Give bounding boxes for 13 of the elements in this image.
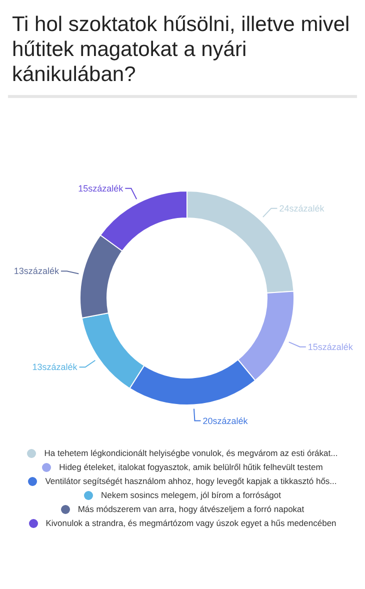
data-label: 24százalék	[279, 203, 325, 214]
legend-label: Hideg ételeket, italokat fogyasztok, amik belülről hűtik felhevült testem	[59, 462, 323, 472]
data-label: 15százalék	[78, 183, 124, 194]
chart-title: Ti hol szoktatok hűsölni, illetve mivel hűtitek magatokat a nyári kánikulában?	[8, 8, 357, 98]
legend-label: Más módszerem van arra, hogy átvészeljem a forró napokat	[78, 504, 304, 514]
data-label: 13százalék	[14, 266, 60, 276]
data-label: 13százalék	[32, 362, 78, 372]
data-label: 20százalék	[202, 416, 248, 426]
data-label: 15százalék	[308, 342, 354, 352]
legend-label: Kivonulok a strandra, és megmártózom vagy úszok egyet a hűs medencében	[46, 518, 336, 528]
legend-label: Ventilátor segítségét használom ahhoz, hogy levegőt kapjak a tikkasztó hős...	[45, 476, 337, 486]
legend-label: Ha tehetem légkondicionált helyiségbe vonulok, és megvárom az esti órákat...	[44, 448, 338, 458]
legend-label: Nekem sosincs melegem, jól bírom a forróságot	[101, 490, 281, 500]
